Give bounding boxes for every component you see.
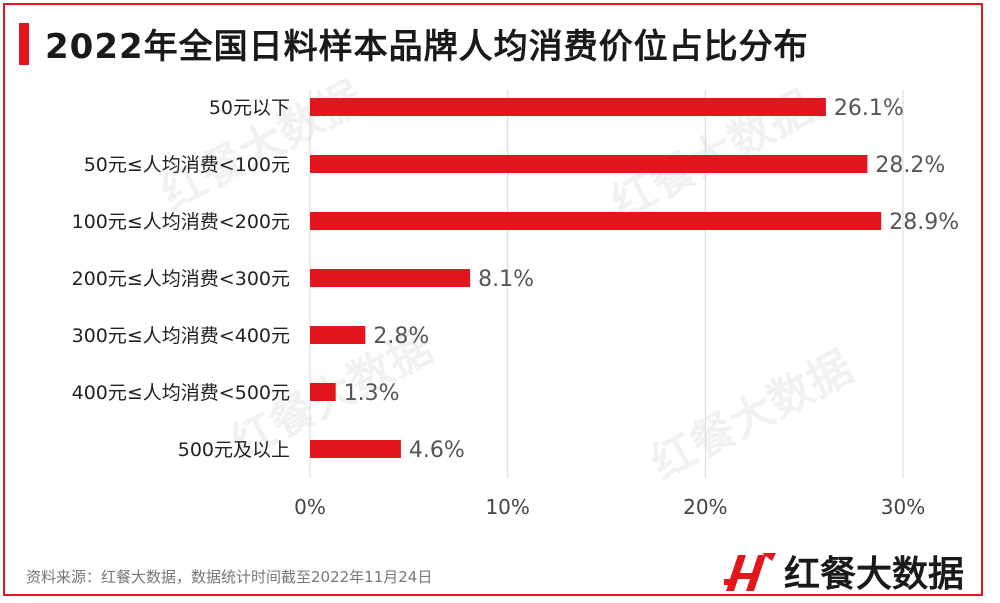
x-tick-label: 10%: [485, 495, 529, 519]
category-label: 300元≤人均消费<400元: [72, 325, 290, 347]
value-label: 26.1%: [834, 96, 904, 121]
hongcan-logo-icon: [722, 549, 780, 593]
brand-name: 红餐大数据: [784, 554, 965, 595]
bar: [310, 383, 336, 401]
x-tick-label: 0%: [294, 495, 326, 519]
category-label: 50元≤人均消费<100元: [84, 154, 290, 176]
x-tick-label: 30%: [881, 495, 925, 519]
source-note: 资料来源：红餐大数据，数据统计时间截至2022年11月24日: [26, 568, 433, 586]
value-label: 4.6%: [409, 438, 465, 463]
value-label: 2.8%: [373, 324, 429, 349]
grid-lines: [309, 90, 904, 478]
bar: [310, 440, 401, 458]
value-label: 1.3%: [344, 381, 400, 406]
x-tick-label: 20%: [683, 495, 727, 519]
category-label: 400元≤人均消费<500元: [72, 382, 290, 404]
category-label: 500元及以上: [178, 439, 290, 461]
chart-title: 2022年全国日料样本品牌人均消费价位占比分布: [45, 27, 809, 67]
bars: [310, 98, 882, 458]
category-label: 200元≤人均消费<300元: [72, 268, 290, 290]
bar: [310, 326, 366, 344]
value-label: 28.2%: [875, 153, 945, 178]
category-label: 100元≤人均消费<200元: [72, 211, 290, 233]
value-label: 28.9%: [889, 210, 959, 235]
bar: [310, 269, 471, 287]
bar: [310, 98, 826, 116]
bar: [310, 212, 882, 230]
labels: 0% 10% 20% 30% 50元以下 26.1% 50元≤人均消费<100元 28.2% 1…: [72, 96, 960, 519]
brand-logo: 红餐大数据: [722, 545, 964, 597]
category-label: 50元以下: [209, 97, 290, 119]
bar: [310, 155, 868, 173]
value-label: 8.1%: [478, 267, 534, 292]
title-accent-bar: [19, 23, 29, 65]
